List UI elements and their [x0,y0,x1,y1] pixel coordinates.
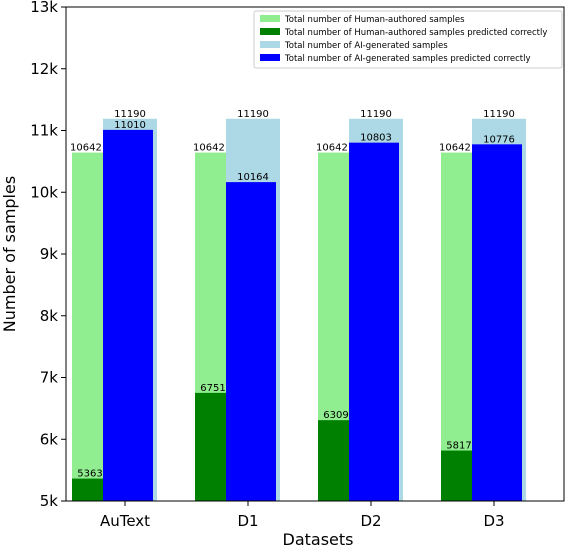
x-tick-label: D3 [483,512,504,530]
bar-value-label: 11190 [114,109,146,120]
legend-swatch [260,28,280,35]
bar-value-label: 10803 [360,133,392,144]
bar-value-label: 5363 [77,469,102,480]
y-tick-label: 12k [30,60,58,78]
bar [226,182,276,502]
y-tick-label: 13k [30,0,58,16]
bar-value-label: 10164 [237,172,269,183]
bar-labels-layer: 1064253631119011010106426751111901016410… [70,109,515,480]
bar-value-label: 11190 [483,109,515,120]
y-tick-label: 7k [40,369,59,387]
x-tick-label: D2 [360,512,381,530]
bar-value-label: 6309 [323,410,348,421]
y-tick-label: 5k [40,492,59,510]
y-tick-label: 10k [30,183,58,201]
y-tick-label: 6k [40,430,59,448]
x-tick-label: AuText [100,512,150,530]
bar [103,129,153,501]
bar-value-label: 10776 [483,134,515,145]
x-axis: AuText D1 D2 D3 [100,501,505,530]
bar-value-label: 5817 [446,441,471,452]
bar-value-label: 10642 [193,143,225,154]
bar [72,478,105,501]
legend-entry: Total number of Human-authored samples p… [284,28,547,38]
x-tick-label: D1 [237,512,258,530]
y-axis: 5k 6k 7k 8k 9k 10k 11k 12k 13k [30,0,66,510]
legend-swatch [260,41,280,48]
bar-value-label: 11190 [237,109,269,120]
legend-swatch [260,54,280,61]
bar [349,142,399,502]
legend-entry: Total number of AI-generated samples [284,41,448,51]
y-axis-title: Number of samples [0,176,19,332]
legend-swatch [260,15,280,22]
bar-value-label: 11010 [114,120,146,131]
y-tick-label: 11k [30,122,58,140]
bar [472,144,522,501]
bar-value-label: 10642 [316,143,348,154]
bar-value-label: 10642 [439,143,471,154]
bar [441,450,474,501]
y-tick-label: 8k [40,307,59,325]
legend-box [253,10,563,69]
legend-entry: Total number of AI-generated samples pre… [284,54,531,64]
bar [195,392,228,501]
x-axis-title: Datasets [283,530,354,549]
bar-value-label: 10642 [70,143,102,154]
bar [318,420,351,501]
legend-entry: Total number of Human-authored samples [284,15,465,25]
bar-value-label: 6751 [200,383,225,394]
bar-value-label: 11190 [360,109,392,120]
bars-layer [72,118,526,502]
y-tick-label: 9k [40,245,59,263]
legend: Total number of Human-authored samples To… [253,10,563,69]
